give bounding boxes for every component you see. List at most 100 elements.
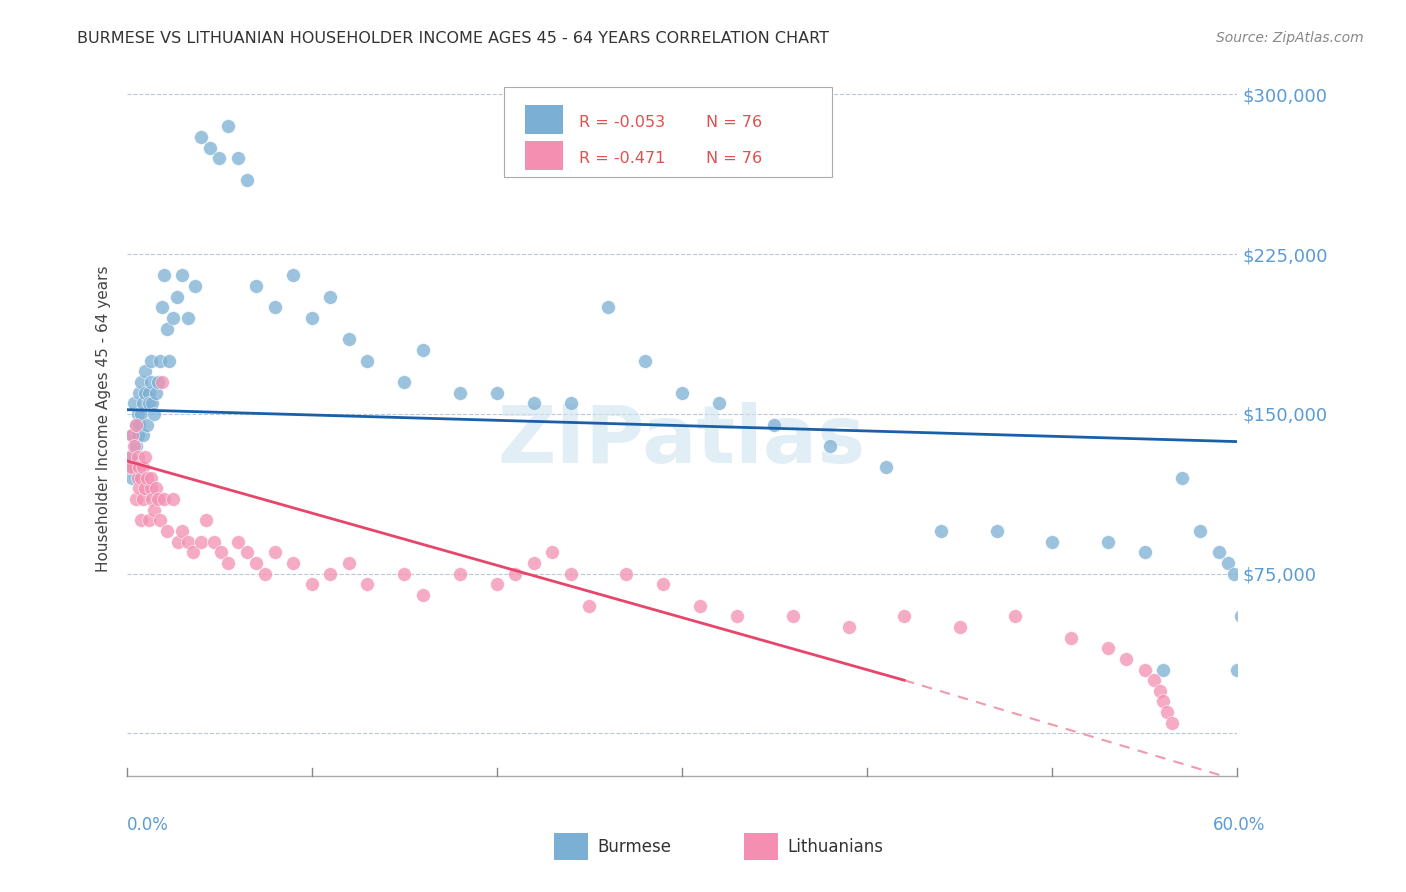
Point <box>121 460 143 475</box>
Point <box>319 290 342 304</box>
Point <box>117 460 139 475</box>
Point <box>128 417 150 432</box>
Point <box>1133 663 1156 677</box>
Point <box>236 545 259 559</box>
Point <box>1161 715 1184 730</box>
Point <box>1133 545 1156 559</box>
Point <box>128 385 150 400</box>
Point <box>202 534 225 549</box>
Point <box>132 492 155 507</box>
Point <box>122 396 145 410</box>
Point <box>1189 524 1212 538</box>
Point <box>356 353 378 368</box>
Point <box>949 620 972 634</box>
Point <box>131 513 153 527</box>
Point <box>319 566 342 581</box>
Point <box>634 353 657 368</box>
FancyBboxPatch shape <box>526 141 562 169</box>
Point <box>337 332 360 346</box>
Point <box>523 396 546 410</box>
Point <box>560 396 582 410</box>
Point <box>190 534 212 549</box>
Point <box>127 428 149 442</box>
Point <box>176 311 198 326</box>
Point <box>125 492 148 507</box>
Point <box>208 151 231 165</box>
Point <box>125 417 148 432</box>
Point <box>145 482 167 496</box>
Point <box>301 577 323 591</box>
Point <box>689 599 711 613</box>
Point <box>245 556 267 570</box>
Point <box>120 450 142 464</box>
Point <box>156 524 179 538</box>
Point <box>1222 566 1244 581</box>
Point <box>485 385 508 400</box>
Text: BURMESE VS LITHUANIAN HOUSEHOLDER INCOME AGES 45 - 64 YEARS CORRELATION CHART: BURMESE VS LITHUANIAN HOUSEHOLDER INCOME… <box>77 31 830 46</box>
Point <box>875 460 897 475</box>
Text: Burmese: Burmese <box>598 838 672 856</box>
Point <box>578 599 600 613</box>
Point <box>121 471 143 485</box>
Point <box>1170 471 1192 485</box>
Point <box>727 609 749 624</box>
Point <box>150 301 173 315</box>
Point <box>117 460 139 475</box>
Point <box>128 460 150 475</box>
Point <box>134 482 156 496</box>
Point <box>167 534 190 549</box>
Point <box>132 460 155 475</box>
Point <box>1230 609 1253 624</box>
Point <box>120 450 142 464</box>
Point <box>127 407 149 421</box>
Point <box>125 417 148 432</box>
Point <box>254 566 277 581</box>
Point <box>281 268 304 283</box>
Point <box>763 417 786 432</box>
Point <box>132 396 155 410</box>
Point <box>141 396 163 410</box>
Text: R = -0.471: R = -0.471 <box>579 151 665 166</box>
Point <box>138 396 160 410</box>
Point <box>128 482 150 496</box>
Point <box>135 417 157 432</box>
Point <box>166 290 188 304</box>
Point <box>149 353 172 368</box>
Point <box>226 151 249 165</box>
Point <box>184 279 207 293</box>
Point <box>209 545 232 559</box>
Point <box>449 566 471 581</box>
Text: N = 76: N = 76 <box>706 115 762 129</box>
Point <box>134 364 156 378</box>
Point <box>1236 534 1258 549</box>
Point <box>986 524 1008 538</box>
Point <box>1115 652 1137 666</box>
Point <box>135 471 157 485</box>
Text: Lithuanians: Lithuanians <box>787 838 883 856</box>
Point <box>122 439 145 453</box>
FancyBboxPatch shape <box>505 87 832 177</box>
Point <box>596 301 619 315</box>
Point <box>394 375 416 389</box>
Point <box>162 492 184 507</box>
Point <box>121 428 143 442</box>
Point <box>485 577 508 591</box>
Point <box>217 556 239 570</box>
Point <box>139 471 162 485</box>
Point <box>263 545 285 559</box>
Point <box>1097 534 1119 549</box>
Point <box>412 588 434 602</box>
Point <box>838 620 860 634</box>
Point <box>782 609 804 624</box>
Point <box>337 556 360 570</box>
Point <box>449 385 471 400</box>
Point <box>1004 609 1026 624</box>
Point <box>707 396 730 410</box>
Point <box>671 385 693 400</box>
Point <box>245 279 267 293</box>
Point <box>138 385 160 400</box>
Point <box>412 343 434 357</box>
Point <box>125 439 148 453</box>
Point <box>217 120 239 134</box>
Point <box>139 375 162 389</box>
